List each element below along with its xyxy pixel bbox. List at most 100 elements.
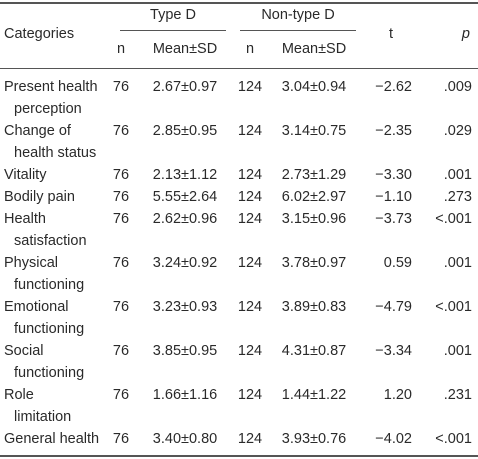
- cell-n-type-d: 76: [112, 123, 130, 139]
- category-line-1: General health: [4, 431, 100, 447]
- cell-n-non-type-d: 124: [237, 123, 263, 139]
- cell-n-type-d: 76: [112, 211, 130, 227]
- table-body: Present health perception 76 2.67±0.97 12…: [0, 66, 478, 450]
- cell-p-value: .001: [443, 167, 472, 183]
- cell-t-value: −2.35: [375, 123, 412, 139]
- header-type-d: Type D: [106, 2, 234, 32]
- cell-p-value: .001: [443, 343, 472, 359]
- table-row: Physical functioning 76 3.24±0.92 124 3.7…: [0, 252, 478, 296]
- header-categories: Categories: [4, 26, 75, 42]
- cell-mean-sd-type-d: 3.40±0.80: [152, 431, 218, 447]
- category-line-1: Bodily pain: [4, 189, 75, 205]
- cell-p-value: .029: [443, 123, 472, 139]
- cell-t-value: 0.59: [383, 255, 412, 271]
- category-line-1: Social: [4, 343, 44, 359]
- cell-t-value: −1.10: [375, 189, 412, 205]
- row-category: Social functioning: [0, 340, 106, 384]
- table-bottom-rule: [0, 455, 478, 457]
- cell-n-type-d: 76: [112, 189, 130, 205]
- cell-mean-sd-non-type-d: 3.78±0.97: [281, 255, 347, 271]
- cell-t-value: −3.73: [375, 211, 412, 227]
- header-mean-sd-non-type-d: Mean±SD: [281, 41, 347, 57]
- comparison-table: Categories Type D Non-type D t p n Mean±…: [0, 2, 478, 450]
- cell-n-non-type-d: 124: [237, 343, 263, 359]
- cell-mean-sd-type-d: 3.24±0.92: [152, 255, 218, 271]
- cell-n-non-type-d: 124: [237, 189, 263, 205]
- header-n-non-type-d: n: [245, 41, 255, 57]
- table-header: Categories Type D Non-type D t p n Mean±…: [0, 2, 478, 66]
- table-row: Role limitation 76 1.66±1.16 124 1.44±1.2…: [0, 384, 478, 428]
- cell-mean-sd-type-d: 2.67±0.97: [152, 79, 218, 95]
- table-row: Health satisfaction 76 2.62±0.96 124 3.15…: [0, 208, 478, 252]
- cell-mean-sd-type-d: 5.55±2.64: [152, 189, 218, 205]
- category-line-1: Health: [4, 211, 46, 227]
- row-category: Emotional functioning: [0, 296, 106, 340]
- table-row: Bodily pain 76 5.55±2.64 124 6.02±2.97 −…: [0, 186, 478, 208]
- cell-t-value: −4.02: [375, 431, 412, 447]
- cell-mean-sd-non-type-d: 2.73±1.29: [281, 167, 347, 183]
- header-n-type-d: n: [116, 41, 126, 57]
- category-line-1: Physical: [4, 255, 58, 271]
- category-line-2: satisfaction: [14, 233, 87, 249]
- cell-mean-sd-non-type-d: 3.04±0.94: [281, 79, 347, 95]
- cell-n-non-type-d: 124: [237, 255, 263, 271]
- cell-t-value: −4.79: [375, 299, 412, 315]
- row-category: Physical functioning: [0, 252, 106, 296]
- category-line-2: health status: [14, 145, 97, 161]
- table-row: General health 76 3.40±0.80 124 3.93±0.7…: [0, 428, 478, 450]
- cell-t-value: −3.30: [375, 167, 412, 183]
- category-line-2: perception: [14, 101, 82, 117]
- cell-mean-sd-non-type-d: 3.93±0.76: [281, 431, 347, 447]
- row-category: Role limitation: [0, 384, 106, 428]
- cell-mean-sd-non-type-d: 3.89±0.83: [281, 299, 347, 315]
- cell-mean-sd-type-d: 2.85±0.95: [152, 123, 218, 139]
- cell-n-non-type-d: 124: [237, 167, 263, 183]
- header-type-d-label: Type D: [120, 3, 226, 31]
- row-category: General health: [0, 428, 106, 450]
- table-row: Social functioning 76 3.85±0.95 124 4.31±…: [0, 340, 478, 384]
- category-line-2: limitation: [14, 409, 72, 425]
- cell-t-value: −2.62: [375, 79, 412, 95]
- cell-n-type-d: 76: [112, 343, 130, 359]
- category-line-1: Role: [4, 387, 34, 403]
- cell-n-type-d: 76: [112, 167, 130, 183]
- cell-mean-sd-type-d: 2.62±0.96: [152, 211, 218, 227]
- header-mean-sd-type-d: Mean±SD: [152, 41, 218, 57]
- cell-p-value: <.001: [435, 431, 472, 447]
- header-non-type-d: Non-type D: [234, 2, 362, 32]
- table-row: Present health perception 76 2.67±0.97 12…: [0, 66, 478, 120]
- category-line-1: Change of: [4, 123, 71, 139]
- category-line-2: functioning: [14, 277, 85, 293]
- cell-t-value: 1.20: [383, 387, 412, 403]
- cell-p-value: .009: [443, 79, 472, 95]
- row-category: Bodily pain: [0, 186, 106, 208]
- category-line-2: functioning: [14, 321, 85, 337]
- row-category: Present health perception: [0, 66, 106, 120]
- header-p: p: [461, 26, 470, 42]
- cell-mean-sd-type-d: 2.13±1.12: [152, 167, 218, 183]
- header-non-type-d-label: Non-type D: [240, 3, 356, 31]
- category-line-1: Present health: [4, 79, 98, 95]
- cell-n-type-d: 76: [112, 387, 130, 403]
- cell-p-value: .001: [443, 255, 472, 271]
- cell-n-non-type-d: 124: [237, 431, 263, 447]
- table-row: Vitality 76 2.13±1.12 124 2.73±1.29 −3.3…: [0, 164, 478, 186]
- cell-mean-sd-non-type-d: 6.02±2.97: [281, 189, 347, 205]
- cell-mean-sd-non-type-d: 1.44±1.22: [281, 387, 347, 403]
- cell-mean-sd-type-d: 3.23±0.93: [152, 299, 218, 315]
- cell-mean-sd-non-type-d: 4.31±0.87: [281, 343, 347, 359]
- cell-mean-sd-non-type-d: 3.14±0.75: [281, 123, 347, 139]
- cell-t-value: −3.34: [375, 343, 412, 359]
- cell-mean-sd-type-d: 3.85±0.95: [152, 343, 218, 359]
- cell-p-value: .231: [443, 387, 472, 403]
- category-line-1: Vitality: [4, 167, 47, 183]
- header-t: t: [388, 26, 394, 42]
- row-category: Vitality: [0, 164, 106, 186]
- cell-n-non-type-d: 124: [237, 79, 263, 95]
- category-line-1: Emotional: [4, 299, 69, 315]
- table-row: Emotional functioning 76 3.23±0.93 124 3.…: [0, 296, 478, 340]
- category-line-2: functioning: [14, 365, 85, 381]
- cell-n-non-type-d: 124: [237, 211, 263, 227]
- cell-p-value: .273: [443, 189, 472, 205]
